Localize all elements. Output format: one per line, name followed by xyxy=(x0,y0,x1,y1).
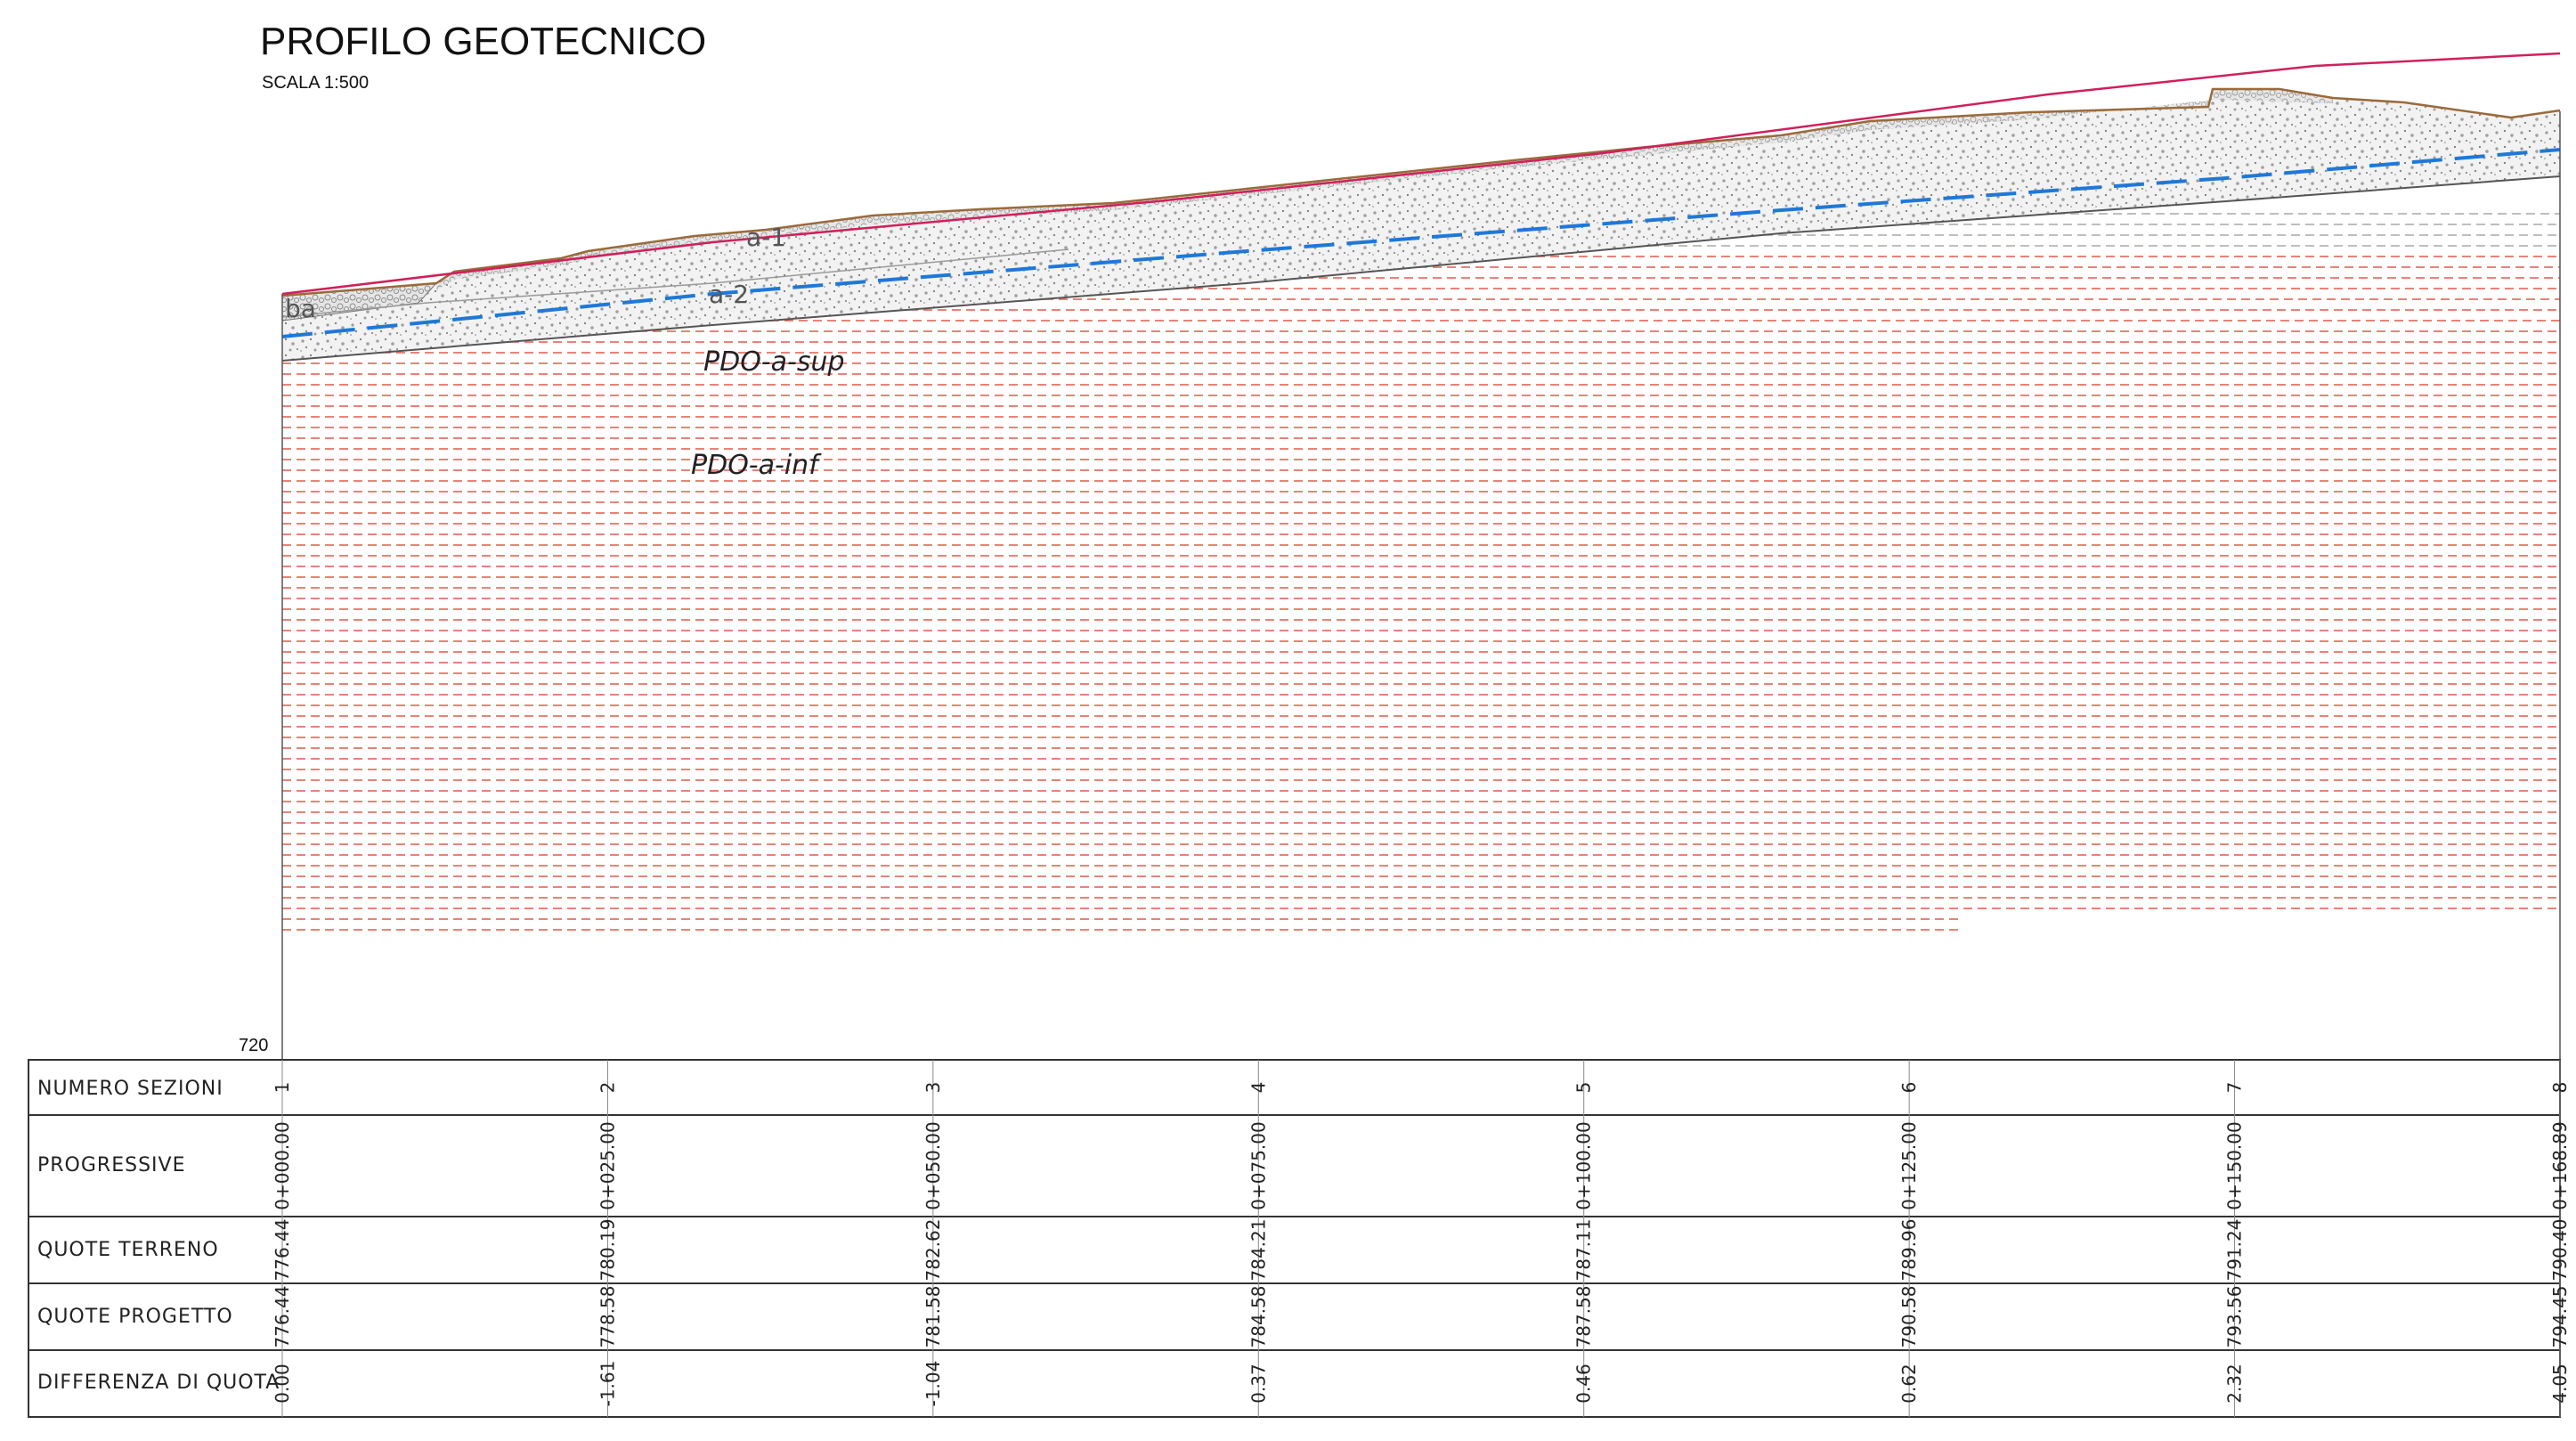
table-cell-differenza: 2.32 xyxy=(2224,1364,2246,1404)
table-cell-progressive: 0+100.00 xyxy=(1573,1121,1595,1209)
table-cell-terreno: 791.24 xyxy=(2224,1219,2246,1282)
table-cell-progressive: 0+075.00 xyxy=(1247,1121,1269,1209)
table-columns: 1 0+000.00 776.44 776.44 0.00 2 0+025.00 780.19… xyxy=(272,1060,2571,1417)
table-cell-progressive: 0+025.00 xyxy=(597,1121,618,1209)
cover-boundary-line xyxy=(281,248,1069,318)
table-cell-progressive: 0+150.00 xyxy=(2224,1121,2246,1209)
table-frame xyxy=(28,1059,2561,1418)
layer-label-ba: ba xyxy=(285,294,316,323)
table-cell-differenza: 0.37 xyxy=(1247,1364,1269,1404)
layer-label-pdo-sup: PDO-a-sup xyxy=(703,346,845,378)
table-cell-differenza: 4.05 xyxy=(2549,1364,2571,1404)
layer-label-a2: a-2 xyxy=(709,280,749,309)
table-cell-progressive: 0+050.00 xyxy=(922,1121,944,1209)
table-cell-num: 5 xyxy=(1573,1082,1595,1094)
row-label-differenza-di-quota: DIFFERENZA DI QUOTA xyxy=(37,1372,280,1394)
table-cell-differenza: 0.00 xyxy=(272,1364,293,1404)
table-cell-num: 2 xyxy=(597,1082,618,1094)
table-cell-progetto: 793.56 xyxy=(2224,1286,2246,1348)
substrate-hatching xyxy=(282,213,2560,931)
table-cell-terreno: 776.44 xyxy=(272,1219,293,1282)
row-label-quote-progetto: QUOTE PROGETTO xyxy=(37,1306,233,1328)
datum-label: 720 xyxy=(239,1036,268,1055)
scale-label: SCALA 1:500 xyxy=(262,73,370,93)
table-cell-terreno: 787.11 xyxy=(1573,1219,1595,1282)
table-cell-terreno: 784.21 xyxy=(1247,1219,1269,1282)
table-cell-progetto: 787.58 xyxy=(1573,1286,1595,1348)
table-cell-differenza: -1.04 xyxy=(922,1361,944,1407)
table-cell-progetto: 776.44 xyxy=(272,1286,293,1348)
ground-surface-line xyxy=(281,87,2561,297)
substrate-boundary-line xyxy=(281,175,2561,362)
data-table: NUMERO SEZIONI PROGRESSIVE QUOTE TERRENO… xyxy=(28,1059,2571,1418)
table-cell-progetto: 790.58 xyxy=(1898,1286,1920,1348)
table-cell-terreno: 790.40 xyxy=(2549,1219,2571,1282)
table-cell-progetto: 784.58 xyxy=(1247,1286,1269,1348)
project-profile-line xyxy=(281,52,2561,296)
table-cell-num: 4 xyxy=(1247,1082,1269,1094)
table-cell-progetto: 781.58 xyxy=(922,1286,944,1348)
row-label-progressive: PROGRESSIVE xyxy=(37,1154,185,1176)
table-cell-num: 7 xyxy=(2224,1082,2246,1094)
row-label-quote-terreno: QUOTE TERRENO xyxy=(37,1239,219,1261)
row-label-numero-sezioni: NUMERO SEZIONI xyxy=(37,1078,223,1100)
layer-label-pdo-inf: PDO-a-inf xyxy=(691,450,822,481)
table-cell-progressive: 0+168.89 xyxy=(2549,1121,2571,1209)
table-cell-num: 3 xyxy=(922,1082,944,1094)
table-cell-progetto: 778.58 xyxy=(597,1286,618,1348)
table-cell-num: 6 xyxy=(1898,1082,1920,1094)
water-table-line xyxy=(281,148,2561,338)
page-title: PROFILO GEOTECNICO xyxy=(260,20,707,63)
table-cell-num: 8 xyxy=(2549,1082,2571,1094)
soil-layers xyxy=(281,52,2561,931)
layer-label-a1: a-1 xyxy=(746,223,786,252)
table-cell-differenza: 0.62 xyxy=(1898,1364,1920,1404)
gravel-cover-layer xyxy=(282,89,2560,361)
table-cell-differenza: 0.46 xyxy=(1573,1364,1595,1404)
table-cell-progressive: 0+000.00 xyxy=(272,1121,293,1209)
table-cell-terreno: 780.19 xyxy=(597,1219,618,1282)
table-cell-progressive: 0+125.00 xyxy=(1898,1121,1920,1209)
table-cell-progetto: 794.45 xyxy=(2549,1286,2571,1348)
table-cell-num: 1 xyxy=(272,1082,293,1094)
table-cell-differenza: -1.61 xyxy=(597,1361,618,1407)
table-cell-terreno: 789.96 xyxy=(1898,1219,1920,1282)
table-cell-terreno: 782.62 xyxy=(922,1219,944,1282)
